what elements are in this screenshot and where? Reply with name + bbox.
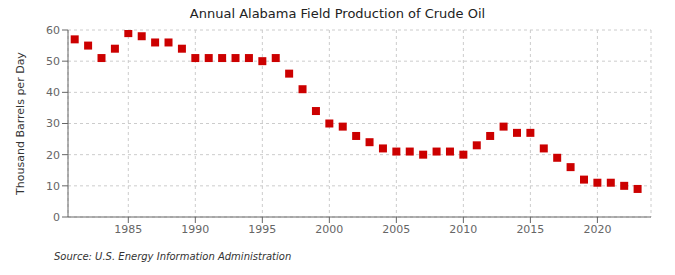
svg-text:20: 20 [46,149,60,162]
svg-text:Thousand Barrels per Day: Thousand Barrels per Day [14,52,27,196]
svg-text:1995: 1995 [248,223,276,236]
svg-text:0: 0 [53,211,60,224]
svg-text:1990: 1990 [181,223,209,236]
svg-text:2015: 2015 [516,223,544,236]
svg-text:2005: 2005 [382,223,410,236]
svg-text:40: 40 [46,86,60,99]
svg-text:60: 60 [46,24,60,37]
svg-text:2010: 2010 [449,223,477,236]
svg-text:2000: 2000 [315,223,343,236]
html-text:Source: U.S. Energy Informatio: Source: U.S. Energy Information Administ… [54,251,292,262]
svg-text:10: 10 [46,180,60,193]
svg-text:50: 50 [46,55,60,68]
svg-text:1985: 1985 [114,223,142,236]
svg-text:30: 30 [46,117,60,130]
svg-text:2020: 2020 [583,223,611,236]
html-text:Annual Alabama Field Productio: Annual Alabama Field Production of Crude… [189,6,486,21]
